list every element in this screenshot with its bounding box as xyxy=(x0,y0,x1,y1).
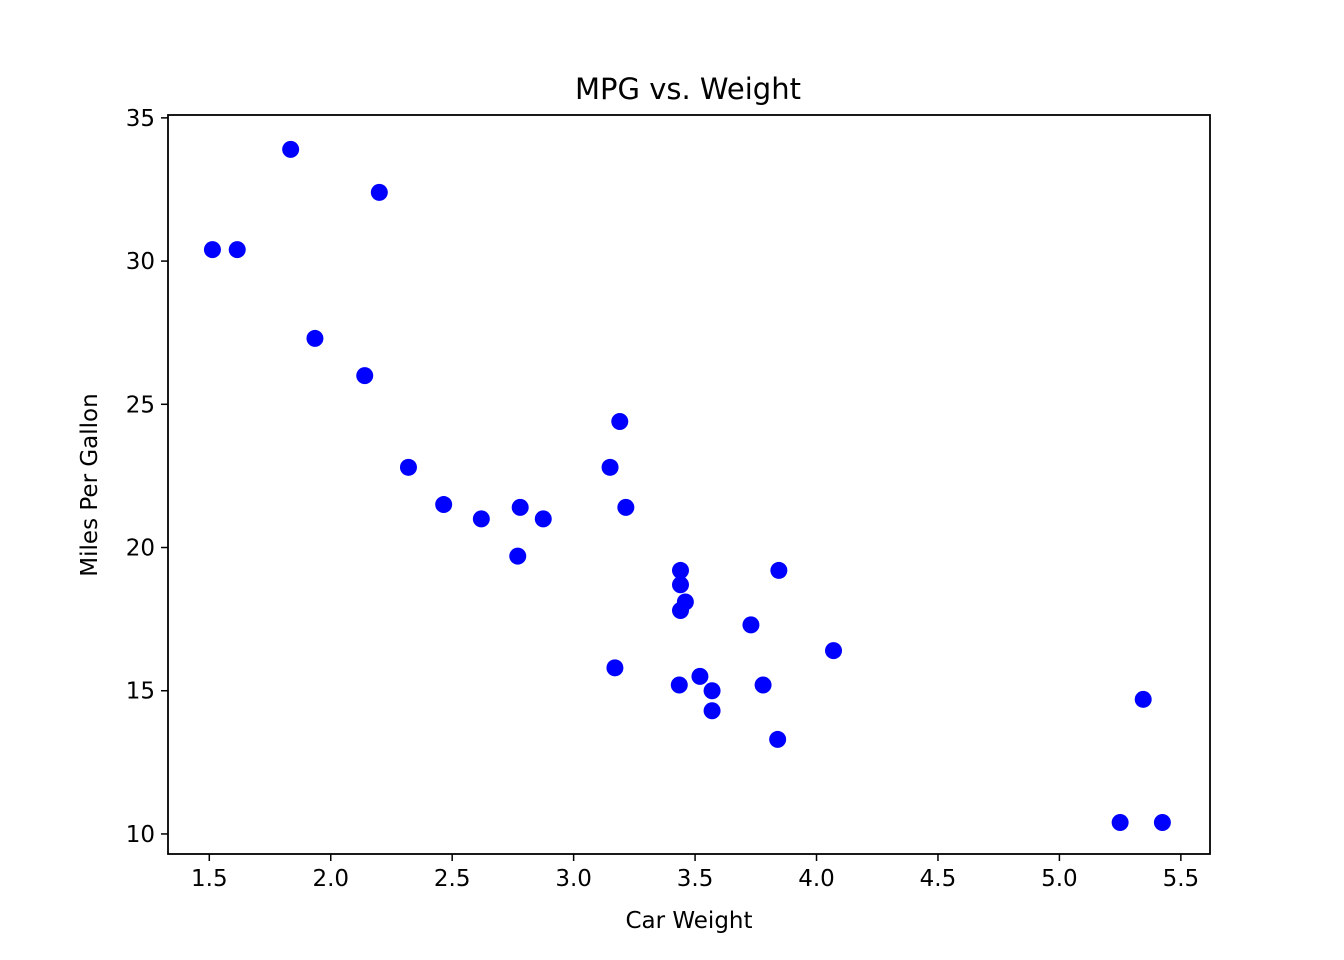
scatter-point xyxy=(1111,813,1129,831)
scatter-point xyxy=(228,241,246,259)
x-tick-label: 3.5 xyxy=(677,866,714,892)
axis-ticks: 1.5 2.0 2.5 3.0 3.5 4.0 4.5 5.0 5.5 10 15 20 25 30 35 xyxy=(126,106,1199,892)
scatter-point xyxy=(282,140,300,158)
scatter-point xyxy=(671,561,689,579)
scatter-point xyxy=(703,702,721,720)
x-tick-label: 5.5 xyxy=(1163,866,1200,892)
scatter-point xyxy=(203,241,221,259)
x-tick-label: 2.5 xyxy=(434,866,471,892)
scatter-point xyxy=(617,498,635,516)
x-tick-label: 4.5 xyxy=(920,866,957,892)
scatter-point xyxy=(769,730,787,748)
scatter-point xyxy=(601,458,619,476)
x-tick-label: 2.0 xyxy=(312,866,349,892)
scatter-point xyxy=(435,496,453,514)
y-tick-label: 30 xyxy=(126,249,155,275)
data-points xyxy=(203,140,1171,831)
scatter-point xyxy=(370,183,388,201)
scatter-point xyxy=(1134,690,1152,708)
x-tick-label: 5.0 xyxy=(1041,866,1078,892)
scatter-point xyxy=(399,458,417,476)
x-tick-label: 4.0 xyxy=(798,866,835,892)
scatter-point xyxy=(691,667,709,685)
x-tick-label: 1.5 xyxy=(191,866,228,892)
y-tick-label: 20 xyxy=(126,536,155,562)
scatter-point xyxy=(703,682,721,700)
y-tick-label: 10 xyxy=(126,822,155,848)
scatter-point xyxy=(754,676,772,694)
scatter-point xyxy=(1153,813,1171,831)
scatter-point xyxy=(670,676,688,694)
y-tick-label: 35 xyxy=(126,106,155,132)
x-tick-label: 3.0 xyxy=(555,866,592,892)
plot-frame xyxy=(167,114,1211,855)
scatter-point xyxy=(511,498,529,516)
scatter-point xyxy=(509,547,527,565)
scatter-point xyxy=(306,329,324,347)
scatter-point xyxy=(606,659,624,677)
scatter-point xyxy=(825,642,843,660)
scatter-point xyxy=(770,561,788,579)
y-axis-label: Miles Per Gallon xyxy=(77,393,103,576)
y-tick-label: 25 xyxy=(126,392,155,418)
chart-title: MPG vs. Weight xyxy=(575,72,801,106)
scatter-point xyxy=(534,510,552,528)
scatter-point xyxy=(472,510,490,528)
scatter-point xyxy=(611,412,629,430)
scatter-point xyxy=(742,616,760,634)
scatter-point xyxy=(356,367,374,385)
scatter-point xyxy=(671,602,689,620)
y-tick-label: 15 xyxy=(126,679,155,705)
x-axis-label: Car Weight xyxy=(625,908,752,934)
scatter-point xyxy=(671,576,689,594)
